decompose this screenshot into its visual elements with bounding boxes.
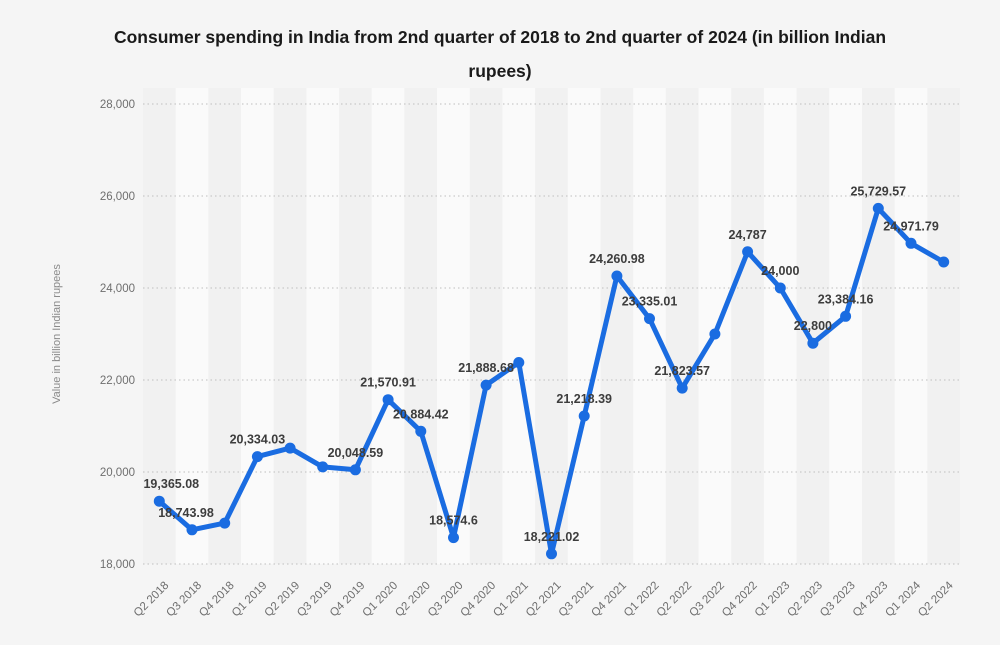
x-axis-tick-label: Q1 2021 [491,580,531,620]
data-point-label: 18,743.98 [158,506,214,520]
data-point-q3-2023[interactable] [840,310,852,322]
data-point-q3-2020[interactable] [448,532,459,544]
x-axis-tick-label: Q2 2023 [785,580,825,620]
plot-band [208,88,242,564]
x-axis-tick-label: Q1 2023 [753,580,793,620]
y-axis-tick-label: 20,000 [100,467,135,479]
plot-band [339,88,372,564]
plot-band [665,88,699,564]
plot-band [731,88,764,564]
y-axis-tick-label: 22,000 [100,375,135,387]
data-point-label: 21,218.39 [556,392,612,406]
data-point-label: 24,787 [728,228,766,242]
data-point-label: 23,384.16 [818,292,874,306]
plot-band [763,88,797,564]
data-point-q3-2021[interactable] [578,410,590,422]
data-point-label: 24,971.79 [883,219,939,233]
data-point-q3-2018[interactable] [186,524,198,536]
plot-band [567,88,601,564]
x-axis-tick-label: Q2 2024 [916,579,956,619]
data-point-q4-2023[interactable] [872,202,884,214]
x-axis-tick-label: Q4 2023 [851,580,891,620]
x-axis-tick-label: Q1 2022 [622,580,662,620]
data-point-label: 21,823.57 [654,364,710,378]
data-point-q2-2018[interactable] [153,495,165,507]
data-point-label: 18,574.6 [429,514,478,528]
data-point-label: 23,335.01 [622,295,678,309]
x-axis-tick-label: Q4 2018 [197,580,237,620]
y-axis-tick-label: 24,000 [100,283,135,295]
data-point-label: 24,000 [761,264,799,278]
x-axis-tick-label: Q3 2021 [557,580,597,620]
x-axis-tick-label: Q4 2021 [589,580,629,620]
data-point-q1-2022[interactable] [644,313,655,325]
x-axis-tick-label: Q2 2022 [655,580,695,620]
data-point-q3-2022[interactable] [709,328,721,340]
x-axis-tick-label: Q3 2022 [687,580,727,620]
data-point-label: 20,334.03 [230,433,286,447]
data-point-label: 21,570.91 [360,376,416,390]
y-axis-tick-label: 26,000 [100,191,135,203]
x-axis-tick-label: Q1 2019 [230,580,270,620]
plot-band [175,88,209,564]
plot-band [861,88,895,564]
x-axis-tick-label: Q4 2020 [459,580,499,620]
x-axis-tick-label: Q1 2020 [361,580,401,620]
x-axis-tick-label: Q3 2020 [426,580,466,620]
data-point-label: 19,365.08 [143,477,199,491]
data-point-q1-2019[interactable] [251,451,263,463]
data-point-q3-2019[interactable] [317,461,329,473]
data-point-label: 18,221.02 [524,530,580,544]
data-point-q4-2022[interactable] [742,246,754,258]
data-point-q2-2020[interactable] [415,425,427,437]
data-point-label: 20,884.42 [393,407,449,421]
x-axis-tick-label: Q2 2019 [263,580,303,620]
data-point-label: 22,800 [794,319,832,333]
x-axis-tick-label: Q3 2019 [295,580,335,620]
plot-band [273,88,307,564]
y-axis-title: Value in billion Indian rupees [51,264,63,404]
x-axis-tick-label: Q4 2019 [328,580,368,620]
x-axis-tick-label: Q2 2018 [132,580,172,620]
x-axis-tick-label: Q2 2021 [524,580,564,620]
plot-band [241,88,274,564]
plot-band [469,88,503,564]
y-axis-tick-label: 18,000 [100,559,135,571]
plot-band [894,88,928,564]
data-point-label: 25,729.57 [850,184,906,198]
data-point-label: 20,048.59 [328,446,384,460]
data-point-label: 21,888.68 [458,361,514,375]
x-axis-tick-label: Q2 2020 [393,580,433,620]
data-point-q1-2020[interactable] [382,394,394,406]
data-point-q2-2023[interactable] [807,337,819,349]
data-point-q4-2020[interactable] [480,379,492,391]
data-point-q4-2018[interactable] [219,517,231,529]
plot-band [927,88,960,564]
plot-band [698,88,732,564]
data-point-q1-2024[interactable] [905,237,917,249]
data-point-q1-2023[interactable] [774,282,786,294]
x-axis-tick-label: Q3 2023 [818,580,858,620]
data-point-q2-2019[interactable] [284,442,296,454]
y-axis-tick-label: 28,000 [100,99,135,111]
plot-band [502,88,536,564]
data-point-q4-2019[interactable] [349,464,361,476]
plot-band [143,88,176,564]
data-point-q2-2024[interactable] [938,256,950,268]
data-point-q1-2021[interactable] [513,357,525,368]
data-point-q2-2022[interactable] [676,382,688,394]
plot-band [633,88,666,564]
x-axis-tick-label: Q3 2018 [164,580,204,620]
plot-band [306,88,340,564]
x-axis-tick-label: Q4 2022 [720,580,760,620]
chart-title: Consumer spending in India from 2nd quar… [113,27,887,82]
data-point-q2-2021[interactable] [546,548,557,560]
plot-band [371,88,405,564]
data-point-q4-2021[interactable] [611,270,623,282]
data-point-label: 24,260.98 [589,252,645,266]
plot-band [404,88,438,564]
